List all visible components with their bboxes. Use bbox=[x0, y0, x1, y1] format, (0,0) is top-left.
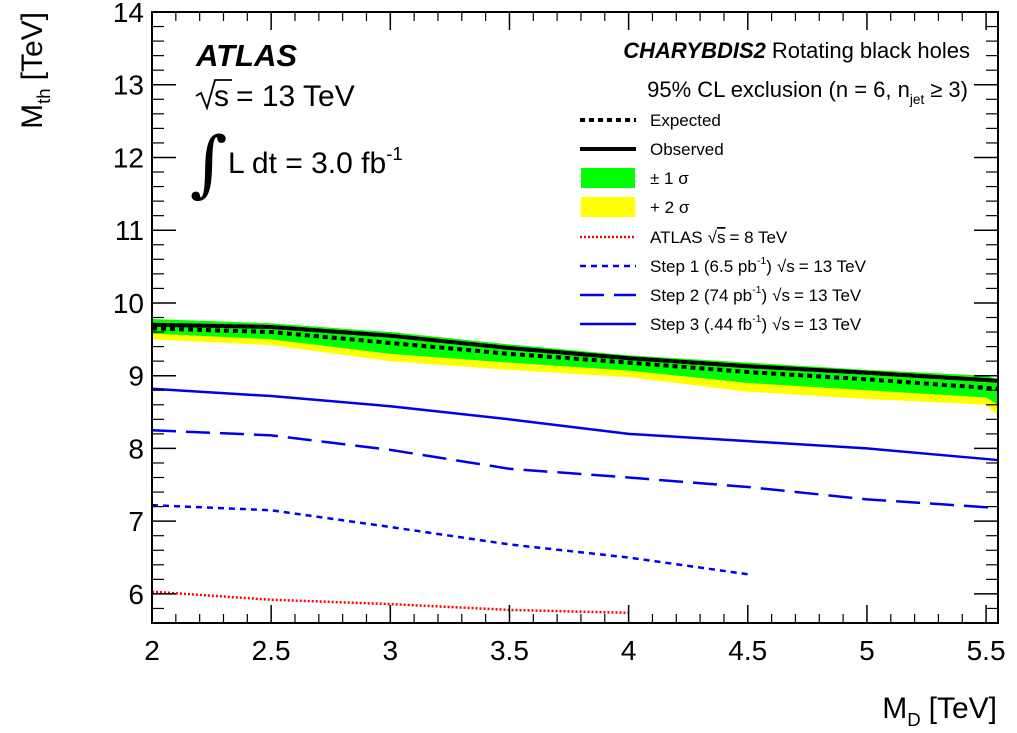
legend: Expected Observed ± 1 σ + 2 σ ATLAS √s = 8… bbox=[580, 111, 867, 334]
y-tick-label: 13 bbox=[113, 70, 144, 101]
svg-text:= 13 TeV: = 13 TeV bbox=[236, 80, 355, 113]
legend-entry-1sigma: ± 1 σ bbox=[581, 168, 689, 188]
lumi-label: ∫ L dt = 3.0 fb-1 bbox=[190, 121, 403, 205]
legend-entry-step2: Step 2 (74 pb-1) √s = 13 TeV bbox=[580, 284, 862, 305]
x-tick-label: 2.5 bbox=[252, 635, 291, 666]
x-tick-label: 3.5 bbox=[490, 635, 529, 666]
legend-entry-observed: Observed bbox=[580, 140, 724, 159]
y-tick-label: 8 bbox=[128, 433, 144, 464]
x-tick-label: 2 bbox=[144, 635, 160, 666]
y-tick-label: 11 bbox=[115, 215, 144, 246]
svg-text:Step 3 (.44 fb-1)√s= 13 TeV: Step 3 (.44 fb-1) √s = 13 TeV bbox=[650, 313, 862, 334]
step2-line bbox=[152, 430, 998, 508]
svg-text:Step 1 (6.5 pb-1)√s= 13 TeV: Step 1 (6.5 pb-1) √s = 13 TeV bbox=[650, 255, 867, 276]
x-tick-label: 4 bbox=[621, 635, 637, 666]
energy-label: s = 13 TeV bbox=[196, 80, 355, 113]
svg-text:s: s bbox=[214, 80, 229, 113]
legend-entry-2sigma: + 2 σ bbox=[581, 197, 690, 217]
x-tick-label: 5.5 bbox=[967, 635, 1006, 666]
svg-text:+ 2 σ: + 2 σ bbox=[650, 198, 690, 217]
integral-symbol: ∫ bbox=[190, 121, 228, 205]
y-tick-label: 7 bbox=[128, 506, 144, 537]
model-label: CHARYBDIS2 Rotating black holes bbox=[623, 38, 970, 63]
y-axis-title: Mth[TeV] bbox=[16, 12, 54, 129]
step1-line bbox=[152, 505, 748, 574]
x-axis-title: MD [TeV] bbox=[882, 692, 997, 730]
atlas-label: ATLAS bbox=[195, 38, 297, 73]
svg-text:ATLAS√s= 8 TeV: ATLAS √s = 8 TeV bbox=[650, 228, 788, 247]
legend-entry-step1: Step 1 (6.5 pb-1) √s = 13 TeV bbox=[580, 255, 867, 276]
y-tick-label: 9 bbox=[128, 361, 144, 392]
y-tick-label: 12 bbox=[113, 142, 144, 173]
x-tick-label: 5 bbox=[859, 635, 875, 666]
x-tick-label: 3 bbox=[383, 635, 399, 666]
legend-entry-expected: Expected bbox=[580, 111, 721, 130]
svg-text:Observed: Observed bbox=[650, 140, 724, 159]
x-tick-label: 4.5 bbox=[728, 635, 767, 666]
svg-text:Expected: Expected bbox=[650, 111, 721, 130]
svg-text:Step 2 (74 pb-1)√s= 13 TeV: Step 2 (74 pb-1) √s = 13 TeV bbox=[650, 284, 862, 305]
exclusion-label: 95% CL exclusion (n = 6, njet ≥ 3) bbox=[647, 77, 968, 107]
svg-text:± 1 σ: ± 1 σ bbox=[650, 169, 689, 188]
y-tick-label: 14 bbox=[113, 0, 144, 28]
step3-line bbox=[152, 389, 998, 460]
svg-text:L dt = 3.0 fb-1: L dt = 3.0 fb-1 bbox=[228, 143, 403, 180]
y-tick-label: 6 bbox=[128, 579, 144, 610]
legend-entry-step3: Step 3 (.44 fb-1) √s = 13 TeV bbox=[580, 313, 862, 334]
y-tick-label: 10 bbox=[113, 288, 144, 319]
legend-entry-atlas-8tev: ATLAS √s = 8 TeV bbox=[580, 228, 788, 247]
